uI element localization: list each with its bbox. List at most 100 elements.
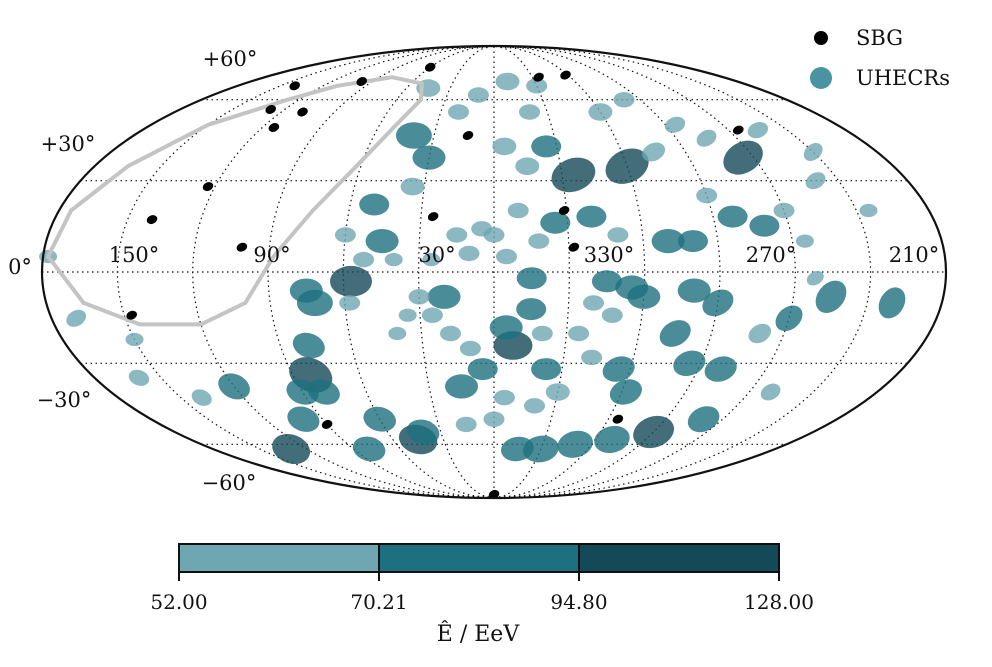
uhecr-event-marker <box>633 415 675 449</box>
uhecr-event-marker <box>515 157 540 175</box>
sbg-source-marker <box>733 125 744 135</box>
uhecr-event-marker <box>687 406 720 433</box>
uhecr-event-marker <box>651 229 685 254</box>
uhecr-event-marker <box>594 425 630 454</box>
uhecr-event-marker <box>723 140 763 175</box>
graticule-meridian <box>493 45 721 499</box>
uhecr-event-marker <box>773 202 795 219</box>
sbg-source-marker <box>202 182 214 192</box>
colorbar-tick <box>378 573 380 581</box>
uhecr-event-marker <box>406 419 440 445</box>
graticule-meridian <box>493 45 796 499</box>
sbg-source-marker <box>265 105 276 114</box>
uhecr-event-marker <box>696 129 717 147</box>
uhecr-event-marker <box>531 325 553 342</box>
uhecr-event-marker <box>446 227 468 243</box>
longitude-tick-label: 270° <box>746 243 797 267</box>
uhecr-event-marker <box>528 233 550 249</box>
uhecr-event-marker <box>388 326 407 341</box>
graticule-meridian <box>192 45 495 499</box>
sbg-source-marker <box>289 81 300 91</box>
uhecr-event-marker <box>448 104 469 120</box>
uhecr-event-marker <box>806 270 824 286</box>
uhecr-event-marker <box>747 122 769 139</box>
uhecr-event-marker <box>427 284 461 309</box>
uhecr-event-marker <box>859 203 878 218</box>
graticule-meridian <box>116 45 495 499</box>
latitude-tick-label: −30° <box>37 388 92 412</box>
uhecr-event-marker <box>330 265 372 297</box>
legend-entry-uhecr: UHECRs <box>800 58 970 98</box>
uhecr-event-marker <box>218 373 250 400</box>
skymap-plot: 150° 90° 30° 330° 270° 210° +60° +30° 0° −30° −60° <box>8 44 948 500</box>
colorbar <box>178 543 780 573</box>
uhecr-event-marker <box>516 267 547 290</box>
uhecr-event-marker <box>287 406 320 432</box>
colorbar-tick-label: 128.00 <box>744 590 814 614</box>
latitude-tick-label: +60° <box>203 47 258 71</box>
graticule-meridian <box>342 45 495 499</box>
uhecr-event-marker <box>642 142 666 162</box>
uhecr-event-marker <box>878 287 906 319</box>
uhecr-event-marker <box>458 245 480 262</box>
uhecr-event-marker <box>422 253 441 267</box>
uhecr-event-marker <box>551 157 596 193</box>
uhecr-event-marker <box>775 305 803 332</box>
uhecr-event-marker <box>601 307 623 323</box>
uhecr-event-marker <box>496 248 517 265</box>
uhecr-event-marker <box>421 307 443 323</box>
uhecr-event-marker <box>704 356 737 382</box>
sbg-source-marker <box>560 70 571 80</box>
colorbar-tick-label: 70.21 <box>350 590 408 614</box>
uhecr-event-marker <box>384 253 403 267</box>
uhecr-event-marker <box>607 227 629 243</box>
uhecr-event-marker <box>576 205 607 228</box>
uhecr-event-marker <box>191 389 212 406</box>
uhecr-event-marker <box>524 398 545 414</box>
uhecr-event-marker <box>66 309 87 327</box>
uhecr-event-marker <box>359 193 390 216</box>
sbg-source-marker <box>356 77 367 86</box>
sbg-source-marker <box>612 414 624 424</box>
sbg-source-marker <box>236 242 248 252</box>
map-border <box>40 44 948 500</box>
uhecr-event-marker <box>286 379 319 405</box>
graticule <box>42 45 946 499</box>
axis-labels: 150° 90° 30° 330° 270° 210° +60° +30° 0° −30° −60° <box>8 47 939 495</box>
sbg-source-marker <box>427 212 439 222</box>
uhecr-event-marker <box>125 332 144 347</box>
uhecr-event-marker <box>678 230 708 253</box>
sbg-sources <box>126 62 744 499</box>
colorbar-segment-mid <box>378 545 578 571</box>
sbg-source-marker <box>146 215 158 225</box>
uhecr-event-marker <box>408 289 430 305</box>
uhecr-event-marker <box>400 177 425 196</box>
uhecr-event-marker <box>440 325 461 342</box>
exposure-contour <box>46 75 424 327</box>
graticule-meridian <box>493 45 872 499</box>
sbg-source-marker <box>126 310 137 320</box>
legend: SBG UHECRs <box>800 18 970 98</box>
latitude-tick-label: 0° <box>8 255 32 279</box>
sbg-source-marker <box>568 242 580 252</box>
colorbar-tick <box>778 573 780 581</box>
colorbar-tick <box>178 573 180 581</box>
uhecr-event-marker <box>748 323 772 344</box>
longitude-tick-label: 90° <box>253 243 290 267</box>
uhecr-event-marker <box>627 284 661 309</box>
uhecr-event-marker <box>339 295 361 311</box>
uhecr-event-marker <box>702 289 734 317</box>
sbg-marker-icon <box>814 31 828 45</box>
uhecr-event-marker <box>760 383 781 401</box>
uhecr-event-marker <box>581 349 603 366</box>
uhecr-event-marker <box>519 104 540 120</box>
uhecr-event-marker <box>467 358 498 381</box>
uhecr-event-marker <box>395 122 432 149</box>
uhecr-event-marker <box>467 87 489 103</box>
uhecr-event-marker <box>398 308 417 322</box>
legend-label-uhecr: UHECRs <box>856 66 950 90</box>
uhecr-event-marker <box>664 116 686 133</box>
uhecr-event-marker <box>128 369 150 386</box>
uhecr-event-marker <box>292 332 325 359</box>
uhecr-event-marker <box>717 205 748 228</box>
